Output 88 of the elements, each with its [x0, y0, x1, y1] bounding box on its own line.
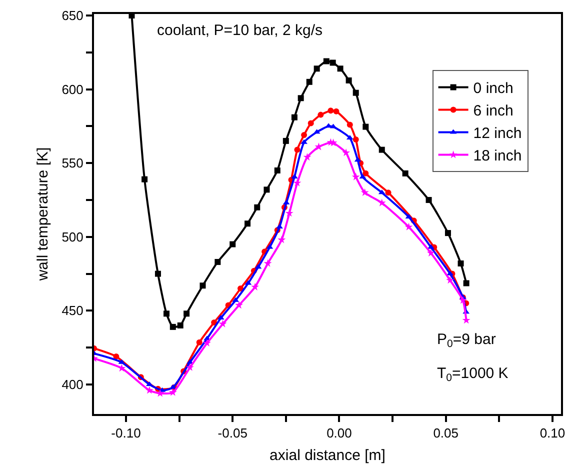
point — [300, 139, 308, 144]
point — [378, 146, 385, 153]
point — [293, 178, 302, 186]
point — [446, 276, 454, 284]
x-tick-label: 0.05 — [433, 426, 459, 441]
point — [362, 124, 369, 130]
point — [352, 90, 359, 96]
point — [337, 66, 344, 72]
point — [200, 282, 206, 289]
point — [244, 220, 251, 227]
point — [235, 301, 243, 309]
point — [362, 170, 369, 176]
point — [301, 132, 308, 138]
point — [314, 66, 320, 72]
point — [458, 296, 467, 304]
point — [352, 136, 359, 142]
annotation: coolant, P=10 bar, 2 kg/s — [157, 22, 323, 39]
point — [251, 282, 259, 290]
point — [218, 320, 227, 328]
point — [318, 112, 324, 118]
point — [328, 108, 334, 114]
point — [462, 316, 470, 324]
x-tick-label: -0.05 — [218, 426, 248, 441]
point — [184, 310, 190, 317]
point — [342, 148, 350, 156]
point — [444, 230, 451, 236]
legend-label: 12 inch — [473, 125, 522, 142]
point — [145, 386, 154, 394]
point — [186, 363, 194, 371]
legend-label: 0 inch — [473, 80, 514, 98]
point — [254, 204, 260, 210]
y-axis-title: wall temperature [K] — [34, 147, 52, 282]
legend-label: 6 inch — [473, 102, 514, 120]
point — [426, 196, 432, 203]
point — [291, 114, 298, 120]
point — [274, 167, 280, 174]
point — [298, 95, 304, 102]
point — [113, 353, 120, 360]
point — [118, 364, 126, 372]
y-tick-label: 550 — [62, 156, 84, 171]
point — [346, 77, 352, 84]
point — [211, 319, 218, 326]
point — [352, 172, 360, 180]
point — [306, 78, 312, 85]
point — [264, 259, 272, 267]
point — [282, 138, 289, 144]
point — [164, 310, 170, 317]
point — [303, 152, 312, 161]
x-axis-title: axial distance [m] — [270, 447, 386, 464]
point — [294, 146, 300, 153]
point — [203, 338, 212, 347]
point — [463, 280, 470, 286]
point — [230, 241, 236, 248]
point — [154, 270, 161, 277]
point — [177, 322, 184, 328]
point — [278, 236, 286, 244]
point — [214, 258, 221, 265]
x-tick-label: -0.10 — [111, 426, 141, 441]
point — [426, 248, 435, 257]
point — [385, 190, 392, 196]
point — [323, 58, 330, 64]
point — [276, 224, 283, 228]
annotation: P$_{0}$=9 bar — [437, 331, 496, 350]
point — [333, 108, 340, 114]
y-tick-label: 600 — [62, 82, 84, 97]
point — [458, 260, 464, 266]
point — [330, 60, 336, 66]
point — [404, 222, 413, 230]
point — [142, 176, 148, 182]
point — [170, 324, 176, 330]
point — [196, 339, 202, 346]
point — [360, 188, 369, 196]
point — [285, 209, 294, 217]
x-tick-label: 0.00 — [326, 426, 352, 441]
point — [402, 170, 408, 176]
y-tick-label: 500 — [62, 229, 84, 244]
point — [378, 198, 386, 206]
y-tick-label: 400 — [62, 377, 84, 392]
point — [264, 186, 270, 193]
point — [238, 286, 244, 292]
annotation: T$_{0}$=1000 K — [437, 365, 508, 384]
point — [346, 122, 353, 128]
legend-label: 18 inch — [473, 148, 522, 165]
x-tick-label: 0.10 — [540, 426, 566, 441]
y-tick-label: 450 — [62, 303, 84, 318]
point — [168, 388, 177, 396]
point — [308, 120, 314, 126]
y-tick-label: 650 — [62, 8, 84, 24]
